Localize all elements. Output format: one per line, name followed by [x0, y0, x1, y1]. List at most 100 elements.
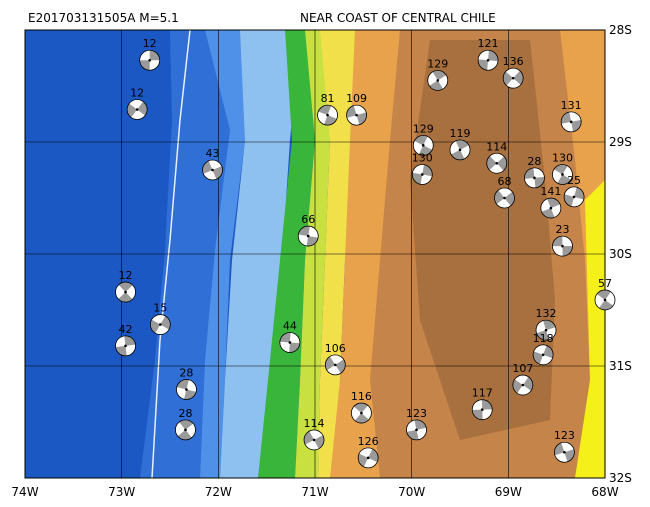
beachball-center — [355, 113, 358, 117]
ticks: 74W 73W 72W 71W 70W 69W 68W 28S 29S 30S 31S 32S — [11, 23, 631, 499]
focal-mechanism — [560, 111, 582, 133]
depth-label: 114 — [486, 140, 507, 153]
beachball-center — [436, 79, 440, 82]
beachball-outline — [406, 419, 427, 441]
focal-mechanism — [357, 447, 379, 469]
beachball-outline — [149, 314, 171, 335]
depth-label: 130 — [412, 151, 433, 164]
depth-label: 81 — [321, 92, 335, 105]
depth-label: 129 — [427, 57, 448, 70]
beachball-outline — [317, 104, 338, 126]
events: 12 12 109 81 129 121 136 131 129 119 130 114 28 130 14… — [115, 37, 616, 469]
beachball-outline — [560, 111, 582, 133]
focal-mechanism — [139, 49, 161, 71]
beachball-outline — [139, 49, 161, 71]
beachball-center — [495, 161, 499, 165]
focal-mechanism — [346, 104, 367, 126]
focal-mechanism — [406, 419, 427, 441]
beachball-outline — [552, 235, 573, 257]
beachball-dilatation — [298, 226, 319, 246]
focal-mechanism — [175, 419, 196, 441]
depth-label: 119 — [450, 127, 471, 140]
beachball-center — [572, 195, 576, 199]
beachball-center — [124, 344, 127, 348]
depth-label: 126 — [358, 435, 379, 448]
beachball-dilatation — [449, 140, 471, 159]
focal-mechanism — [512, 374, 534, 396]
focal-mechanism — [149, 314, 171, 335]
focal-mechanism — [524, 167, 545, 189]
lon-tick-label: 70W — [398, 485, 425, 499]
beachball-center — [544, 328, 548, 332]
beachball-dilatation — [115, 284, 136, 300]
region-title: NEAR COAST OF CENTRAL CHILE — [300, 11, 496, 25]
focal-mechanism — [594, 289, 616, 311]
beachball-outline — [176, 379, 197, 400]
depth-label: 12 — [119, 269, 133, 282]
depth-label: 12 — [143, 37, 157, 50]
beachball-dilatation — [472, 399, 493, 420]
lon-tick-label: 72W — [205, 485, 232, 499]
focal-mechanism — [532, 344, 554, 366]
beachball-outline — [350, 402, 372, 424]
beachball-dilatation — [351, 405, 372, 421]
beachball-outline — [427, 70, 449, 91]
beachball-outline — [357, 447, 379, 469]
depth-label: 123 — [554, 429, 575, 442]
beachball-outline — [502, 67, 524, 89]
depth-label: 123 — [406, 407, 427, 420]
depth-label: 109 — [346, 92, 367, 105]
lon-tick-label: 71W — [301, 485, 328, 499]
beachball-outline — [126, 99, 148, 120]
beachball-outline — [115, 281, 136, 303]
beachball-dilatation — [536, 320, 557, 340]
beachball-center — [288, 341, 292, 344]
beachball-center — [569, 120, 573, 124]
beachball-outline — [279, 332, 301, 353]
lon-tick-label: 74W — [11, 485, 38, 499]
beachball-outline — [324, 354, 346, 376]
depth-label: 136 — [503, 55, 524, 68]
beachball-outline — [486, 152, 508, 174]
beachball-outline — [524, 167, 545, 189]
lat-tick-label: 31S — [609, 359, 632, 373]
beachball-dilatation — [359, 447, 378, 468]
depth-label: 117 — [472, 387, 493, 400]
event-id: E201703131505A M=5.1 — [28, 11, 179, 25]
beachball-center — [561, 244, 564, 248]
focal-mechanism — [494, 187, 515, 209]
depth-label: 42 — [119, 323, 133, 336]
beachball-center — [421, 173, 424, 176]
depth-label: 66 — [301, 213, 315, 226]
beachball-center — [521, 383, 525, 387]
beachball-dilatation — [552, 236, 573, 257]
focal-mechanism — [202, 159, 223, 181]
focal-mechanism — [427, 70, 449, 91]
beachball-center — [480, 408, 484, 411]
focal-mechanism — [471, 399, 493, 421]
beachball-center — [135, 108, 139, 111]
beachball-center — [148, 58, 151, 62]
focal-mechanism — [115, 281, 136, 303]
lat-tick-label: 30S — [609, 247, 632, 261]
beachball-outline — [471, 399, 493, 421]
focal-mechanism — [324, 354, 346, 376]
depth-label: 121 — [478, 37, 499, 50]
focal-mechanism — [317, 104, 338, 126]
depth-label: 129 — [413, 122, 434, 135]
beachball-outline — [552, 164, 573, 185]
beachball-outline — [297, 225, 319, 247]
beachball-center — [326, 113, 329, 117]
map-frame — [24, 29, 606, 479]
lat-tick-label: 28S — [609, 23, 632, 37]
beachball-center — [185, 388, 188, 391]
depth-label: 106 — [325, 342, 346, 355]
focal-mechanism — [297, 225, 319, 247]
beachball-dilatation — [203, 160, 222, 180]
focal-mechanism — [411, 164, 433, 185]
beachball-dilatation — [496, 187, 513, 209]
lon-tick-label: 68W — [591, 485, 618, 499]
beachball-center — [541, 353, 545, 357]
focal-mechanism — [563, 186, 585, 208]
beachball-center — [561, 173, 564, 176]
